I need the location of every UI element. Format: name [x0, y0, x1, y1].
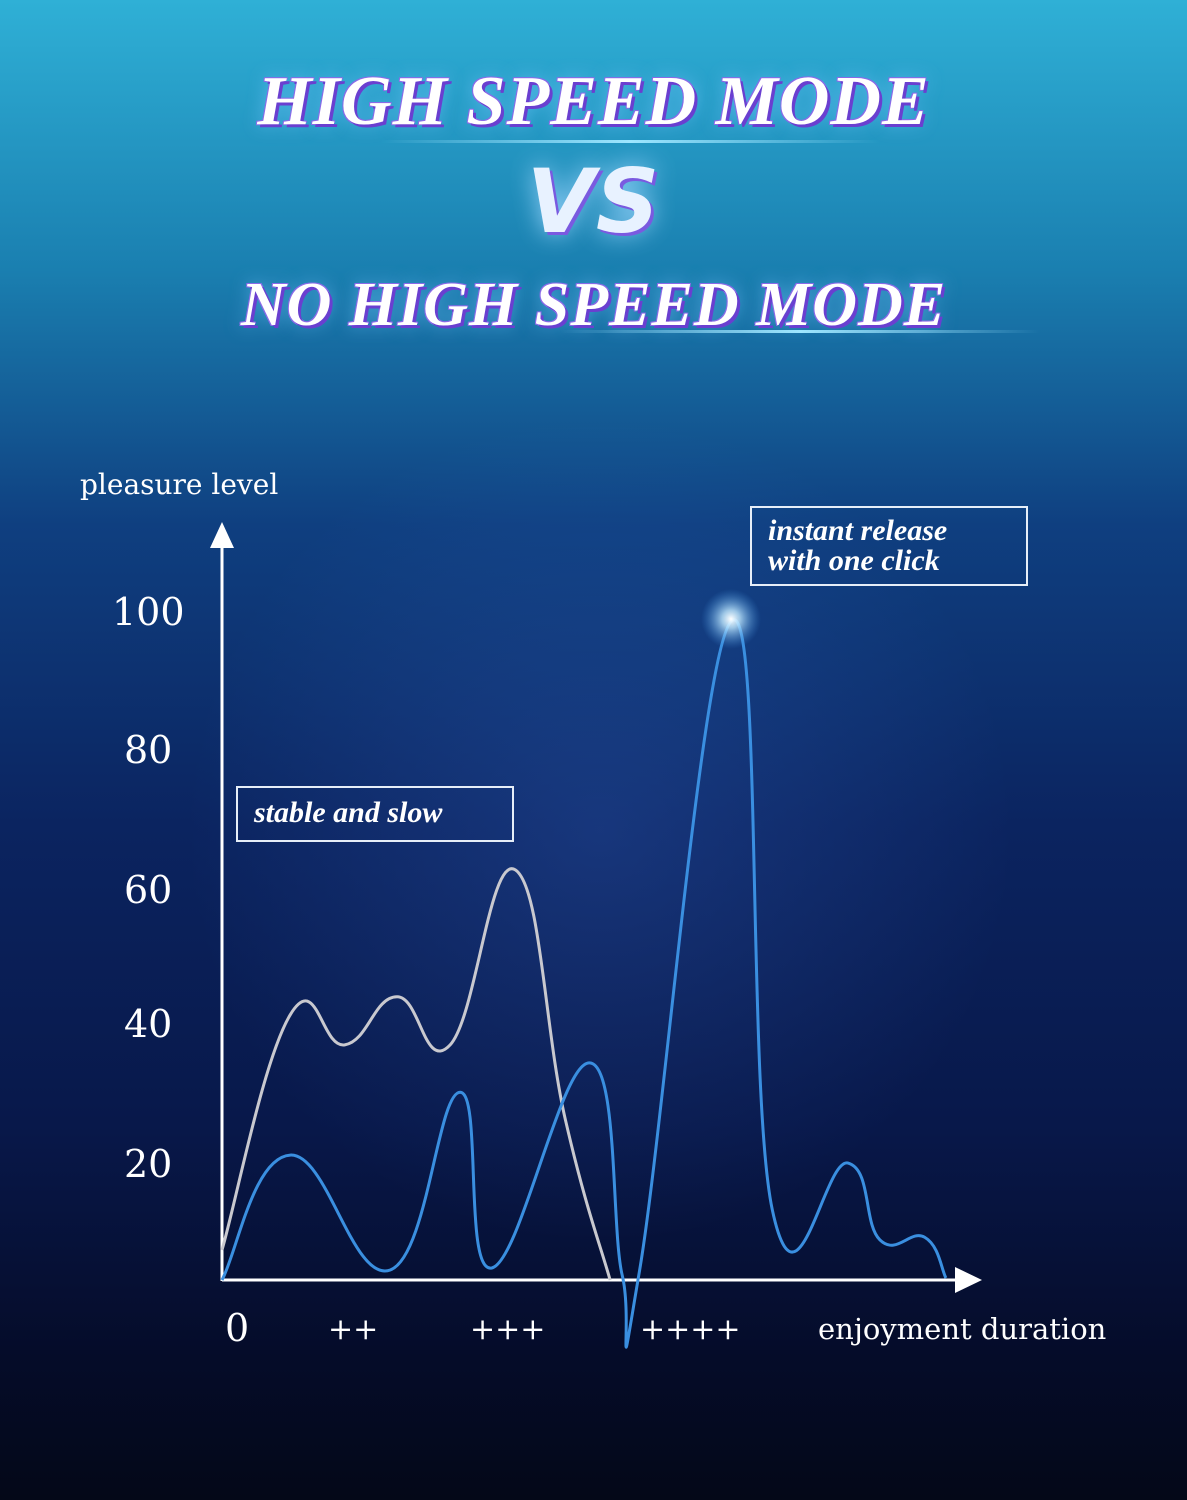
x-tick-2: ++: [328, 1312, 379, 1347]
y-axis-arrow: [210, 522, 234, 548]
series-line-no_high_speed: [220, 867, 612, 1281]
annotation-text: stable and slow: [254, 796, 443, 829]
y-tick-20: 20: [124, 1142, 173, 1186]
annotation-line2: with one click: [768, 544, 940, 577]
title-flare: [380, 140, 880, 143]
x-tick-0: 0: [225, 1306, 250, 1350]
peak-sparkle-icon: [701, 589, 761, 649]
y-tick-40: 40: [124, 1002, 173, 1046]
title-flare-bottom: [560, 330, 1040, 333]
x-tick-3: +++: [470, 1312, 546, 1347]
vs-label: VS: [526, 150, 661, 253]
x-tick-4: ++++: [640, 1312, 741, 1347]
annotation-stable-and-slow: stable and slow: [236, 786, 514, 842]
y-tick-60: 60: [124, 868, 173, 912]
x-axis-arrow: [955, 1267, 982, 1293]
annotation-line1: instant release: [768, 514, 948, 547]
title-no-high-speed-mode: NO HIGH SPEED MODE: [240, 271, 947, 339]
series-line-high_speed: [220, 618, 948, 1349]
title-high-speed-mode: HIGH SPEED MODE: [257, 63, 930, 140]
y-tick-80: 80: [124, 728, 173, 772]
y-axis-label: pleasure level: [80, 468, 279, 501]
y-tick-100: 100: [112, 590, 185, 634]
x-axis-label: enjoyment duration: [818, 1312, 1107, 1346]
annotation-instant-release: instant release with one click: [750, 506, 1028, 586]
